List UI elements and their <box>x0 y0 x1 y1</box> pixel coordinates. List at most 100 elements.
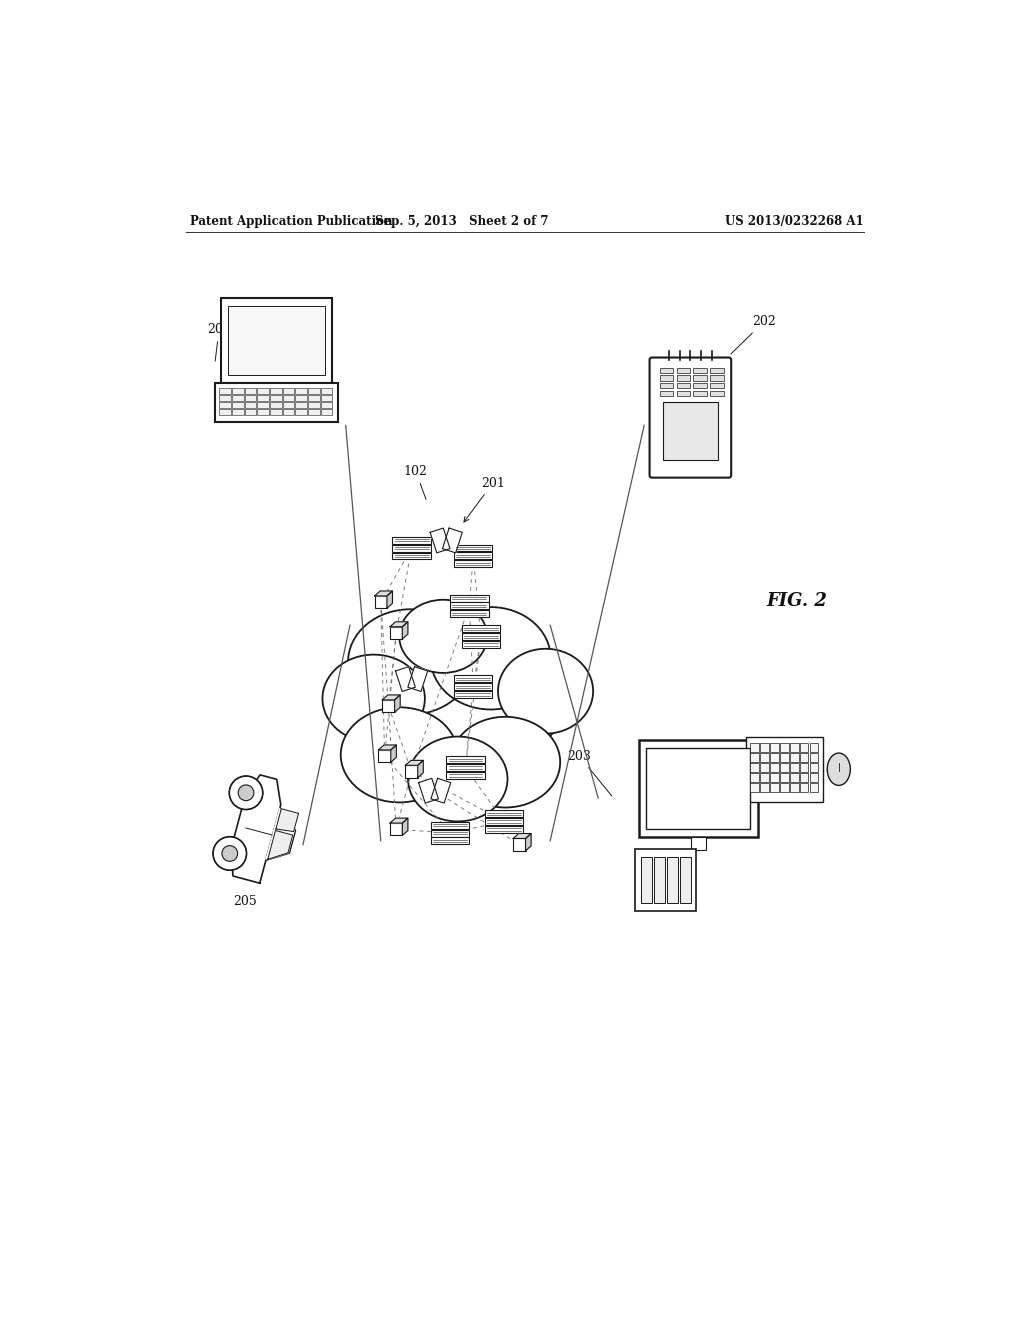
Text: Sep. 5, 2013   Sheet 2 of 7: Sep. 5, 2013 Sheet 2 of 7 <box>375 215 549 228</box>
FancyBboxPatch shape <box>680 857 691 903</box>
FancyBboxPatch shape <box>770 752 779 762</box>
FancyBboxPatch shape <box>693 383 708 388</box>
FancyBboxPatch shape <box>635 849 696 911</box>
FancyBboxPatch shape <box>257 388 269 395</box>
FancyBboxPatch shape <box>232 403 244 408</box>
FancyBboxPatch shape <box>711 375 724 380</box>
Text: 205: 205 <box>233 895 257 908</box>
FancyBboxPatch shape <box>295 396 307 401</box>
FancyBboxPatch shape <box>810 752 818 762</box>
FancyBboxPatch shape <box>659 367 674 374</box>
FancyBboxPatch shape <box>751 752 759 762</box>
FancyBboxPatch shape <box>780 783 788 792</box>
FancyBboxPatch shape <box>693 367 708 374</box>
FancyBboxPatch shape <box>308 403 319 408</box>
FancyBboxPatch shape <box>760 752 769 762</box>
FancyBboxPatch shape <box>663 403 718 459</box>
FancyBboxPatch shape <box>219 396 231 401</box>
Polygon shape <box>387 591 392 609</box>
Circle shape <box>229 776 263 809</box>
FancyBboxPatch shape <box>484 818 523 825</box>
FancyBboxPatch shape <box>800 743 809 751</box>
FancyBboxPatch shape <box>283 403 294 408</box>
FancyBboxPatch shape <box>639 741 758 837</box>
Ellipse shape <box>431 607 551 709</box>
Polygon shape <box>430 528 450 553</box>
FancyBboxPatch shape <box>659 375 674 380</box>
Circle shape <box>222 846 238 862</box>
Ellipse shape <box>351 632 564 772</box>
Circle shape <box>213 837 247 870</box>
FancyBboxPatch shape <box>780 743 788 751</box>
FancyBboxPatch shape <box>390 824 402 836</box>
Polygon shape <box>525 833 531 851</box>
FancyBboxPatch shape <box>451 610 488 618</box>
FancyBboxPatch shape <box>810 763 818 772</box>
FancyBboxPatch shape <box>406 766 418 777</box>
Ellipse shape <box>827 754 850 785</box>
Text: 204: 204 <box>207 323 231 362</box>
Polygon shape <box>395 667 416 692</box>
Ellipse shape <box>399 599 487 673</box>
FancyBboxPatch shape <box>451 594 488 602</box>
FancyBboxPatch shape <box>641 857 651 903</box>
FancyBboxPatch shape <box>677 391 690 396</box>
FancyBboxPatch shape <box>800 763 809 772</box>
FancyBboxPatch shape <box>646 748 751 829</box>
FancyBboxPatch shape <box>649 358 731 478</box>
FancyBboxPatch shape <box>257 396 269 401</box>
FancyBboxPatch shape <box>462 634 500 640</box>
FancyBboxPatch shape <box>245 409 256 414</box>
FancyBboxPatch shape <box>245 388 256 395</box>
FancyBboxPatch shape <box>659 391 674 396</box>
FancyBboxPatch shape <box>790 752 799 762</box>
FancyBboxPatch shape <box>454 560 493 568</box>
FancyBboxPatch shape <box>446 756 484 763</box>
FancyBboxPatch shape <box>654 857 665 903</box>
FancyBboxPatch shape <box>800 772 809 781</box>
Polygon shape <box>418 760 423 777</box>
FancyBboxPatch shape <box>321 396 332 401</box>
FancyBboxPatch shape <box>770 743 779 751</box>
FancyBboxPatch shape <box>693 375 708 380</box>
FancyBboxPatch shape <box>484 810 523 817</box>
FancyBboxPatch shape <box>390 627 402 639</box>
FancyBboxPatch shape <box>760 743 769 751</box>
Polygon shape <box>275 809 299 832</box>
FancyBboxPatch shape <box>283 409 294 414</box>
Polygon shape <box>513 833 531 838</box>
Text: Patent Application Publication: Patent Application Publication <box>189 215 392 228</box>
FancyBboxPatch shape <box>780 752 788 762</box>
Polygon shape <box>379 744 396 750</box>
FancyBboxPatch shape <box>382 700 394 713</box>
FancyBboxPatch shape <box>321 403 332 408</box>
FancyBboxPatch shape <box>790 763 799 772</box>
FancyBboxPatch shape <box>270 396 282 401</box>
FancyBboxPatch shape <box>780 772 788 781</box>
FancyBboxPatch shape <box>677 367 690 374</box>
FancyBboxPatch shape <box>454 684 493 690</box>
Circle shape <box>239 785 254 801</box>
FancyBboxPatch shape <box>219 403 231 408</box>
FancyBboxPatch shape <box>711 367 724 374</box>
Polygon shape <box>419 779 438 803</box>
Polygon shape <box>266 808 296 861</box>
FancyBboxPatch shape <box>270 409 282 414</box>
FancyBboxPatch shape <box>295 403 307 408</box>
Ellipse shape <box>451 717 560 808</box>
FancyBboxPatch shape <box>219 409 231 414</box>
Ellipse shape <box>498 648 593 734</box>
FancyBboxPatch shape <box>462 626 500 632</box>
FancyBboxPatch shape <box>232 396 244 401</box>
FancyBboxPatch shape <box>751 772 759 781</box>
FancyBboxPatch shape <box>431 829 469 837</box>
FancyBboxPatch shape <box>446 772 484 779</box>
Polygon shape <box>406 760 423 766</box>
Polygon shape <box>267 830 293 859</box>
Polygon shape <box>231 775 281 883</box>
Text: 102: 102 <box>403 465 428 499</box>
FancyBboxPatch shape <box>760 772 769 781</box>
FancyBboxPatch shape <box>257 403 269 408</box>
FancyBboxPatch shape <box>379 750 391 762</box>
FancyBboxPatch shape <box>790 783 799 792</box>
